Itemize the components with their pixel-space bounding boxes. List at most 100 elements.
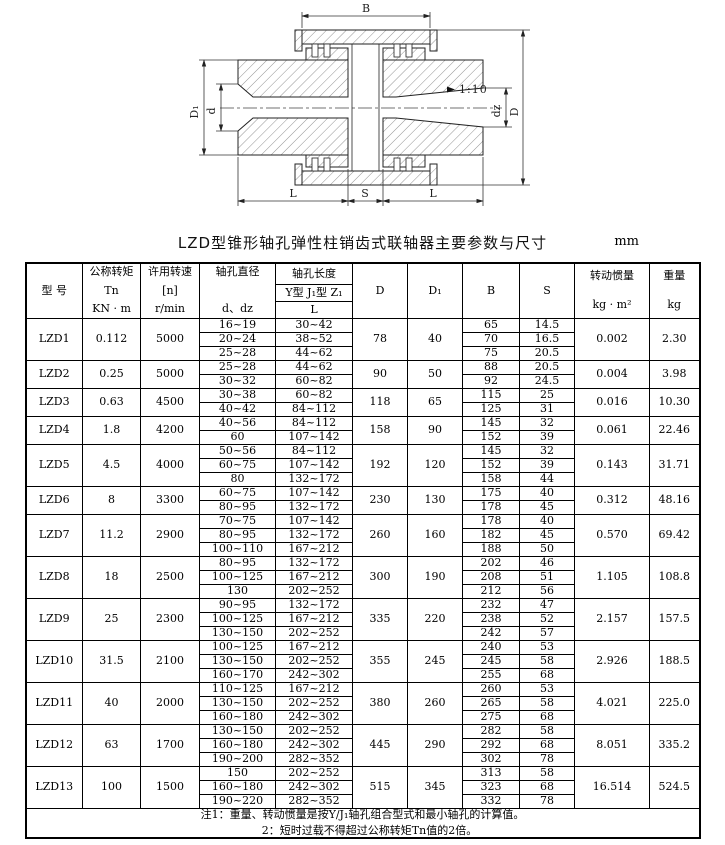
cell-bore-diameter: 110~125 — [199, 682, 276, 697]
cell-inertia: 0.002 — [574, 318, 650, 361]
cell-bore-diameter: 80~95 — [199, 528, 276, 543]
col-header-D1: D₁ — [407, 262, 463, 319]
cell-B: 145 — [462, 416, 520, 431]
torque-title: 公称转矩 — [89, 265, 134, 278]
cell-bore-diameter: 160~170 — [199, 668, 276, 683]
cell-B: 255 — [462, 668, 520, 683]
table-row: LZD1 0.112 5000 16~19 30~42 78 40 65 14.5 0.002 2.… — [25, 318, 700, 361]
cell-D: 230 — [352, 486, 408, 515]
table-row: 80~95 132~172 182 45 — [26, 528, 700, 543]
cell-D1: 130 — [407, 486, 463, 515]
cell-bore-diameter: 70~75 — [199, 514, 276, 529]
page-title: LZD型锥形轴孔弹性柱销齿式联轴器主要参数与尺寸 — [177, 234, 548, 252]
cell-B: 313 — [462, 766, 520, 781]
sleeve-web-lines — [351, 44, 380, 171]
cell-bore-length: 202~252 — [275, 654, 353, 669]
cell-torque: 11.2 — [82, 514, 141, 557]
table-notes: 注1：重量、转动惯量是按Y/J₁轴孔组合型式和最小轴孔的计算值。 2：短时过载不… — [25, 808, 700, 839]
cell-inertia: 0.061 — [574, 416, 650, 445]
taper-arrow-icon — [447, 86, 455, 93]
dim-label-s: S — [361, 187, 369, 200]
cell-bore-length: 38~52 — [275, 332, 353, 347]
cell-bore-length: 44~62 — [275, 360, 353, 375]
cell-D1: 260 — [407, 682, 463, 725]
cell-model: LZD7 — [25, 514, 83, 557]
cell-torque: 4.5 — [82, 444, 141, 487]
cell-torque: 0.63 — [82, 388, 141, 417]
cell-S: 32 — [519, 444, 575, 459]
dim-label-b: B — [362, 2, 370, 15]
cell-B: 332 — [462, 794, 520, 809]
cell-D1: 120 — [407, 444, 463, 487]
torque-unit: KN · m — [92, 302, 131, 316]
cell-inertia: 4.021 — [574, 682, 650, 725]
cell-B: 245 — [462, 654, 520, 669]
cell-model: LZD10 — [25, 640, 83, 683]
cell-S: 47 — [519, 598, 575, 613]
table-row: 100~125 167~212 238 52 — [26, 612, 700, 627]
table-row: 20~24 38~52 70 16.5 — [26, 332, 700, 347]
cell-weight: 524.5 — [649, 766, 700, 809]
cell-weight: 2.30 — [649, 318, 700, 361]
table-row: LZD6 8 3300 60~75 107~142 230 130 175 40 0.312 48.… — [25, 486, 700, 515]
cell-S: 53 — [519, 682, 575, 697]
cell-B: 302 — [462, 752, 520, 767]
cell-B: 212 — [462, 584, 520, 599]
taper-label: 1:10 — [459, 83, 488, 96]
col-header-B: B — [462, 262, 520, 319]
cell-inertia: 16.514 — [574, 766, 650, 809]
cell-S: 68 — [519, 738, 575, 753]
cell-bore-diameter: 160~180 — [199, 710, 276, 725]
cell-model: LZD4 — [25, 416, 83, 445]
weight-title: 重量 — [663, 269, 686, 282]
cell-S: 78 — [519, 794, 575, 809]
cell-speed: 2300 — [140, 598, 200, 641]
unit-label: mm — [614, 234, 639, 249]
cell-B: 115 — [462, 388, 520, 403]
cell-inertia: 0.570 — [574, 514, 650, 557]
col-header-weight: 重量 kg — [649, 262, 700, 319]
inertia-unit: kg · m² — [592, 298, 632, 312]
table-row: 100~125 167~212 208 51 — [26, 570, 700, 585]
col-header-model: 型 号 — [25, 262, 83, 319]
cell-bore-diameter: 20~24 — [199, 332, 276, 347]
cell-D1: 190 — [407, 556, 463, 599]
cell-speed: 1500 — [140, 766, 200, 809]
cell-bore-diameter: 80~95 — [199, 556, 276, 571]
cell-model: LZD5 — [25, 444, 83, 487]
cell-bore-length: 282~352 — [275, 794, 353, 809]
cell-S: 44 — [519, 472, 575, 487]
cell-S: 16.5 — [519, 332, 575, 347]
cell-bore-length: 107~142 — [275, 514, 353, 529]
cell-speed: 3300 — [140, 486, 200, 515]
cell-bore-length: 132~172 — [275, 500, 353, 515]
table-row: LZD9 25 2300 90~95 132~172 335 220 232 47 2.157 15… — [25, 598, 700, 641]
cell-B: 240 — [462, 640, 520, 655]
cell-weight: 22.46 — [649, 416, 700, 445]
cell-model: LZD11 — [25, 682, 83, 725]
col-header-S: S — [519, 262, 575, 319]
cell-speed: 2100 — [140, 640, 200, 683]
cell-D1: 290 — [407, 724, 463, 767]
cell-speed: 4200 — [140, 416, 200, 445]
cell-D: 515 — [352, 766, 408, 809]
cell-B: 175 — [462, 486, 520, 501]
cell-D1: 220 — [407, 598, 463, 641]
cell-bore-diameter: 80~95 — [199, 500, 276, 515]
cell-bore-diameter: 60~75 — [199, 486, 276, 501]
cell-S: 39 — [519, 458, 575, 473]
cell-model: LZD12 — [25, 724, 83, 767]
cell-model: LZD1 — [25, 318, 83, 361]
cell-D1: 50 — [407, 360, 463, 389]
cell-B: 65 — [462, 318, 520, 333]
cell-B: 88 — [462, 360, 520, 375]
cell-S: 51 — [519, 570, 575, 585]
cell-bore-length: 242~302 — [275, 738, 353, 753]
table-header: 型 号 公称转矩 Tn KN · m 许用转速 [n] r/min — [25, 262, 700, 319]
cell-bore-length: 60~82 — [275, 374, 353, 389]
cell-bore-diameter: 100~125 — [199, 570, 276, 585]
dim-label-l-left: L — [289, 187, 297, 200]
table-row: 190~220 282~352 332 78 — [26, 794, 700, 809]
cell-B: 178 — [462, 514, 520, 529]
